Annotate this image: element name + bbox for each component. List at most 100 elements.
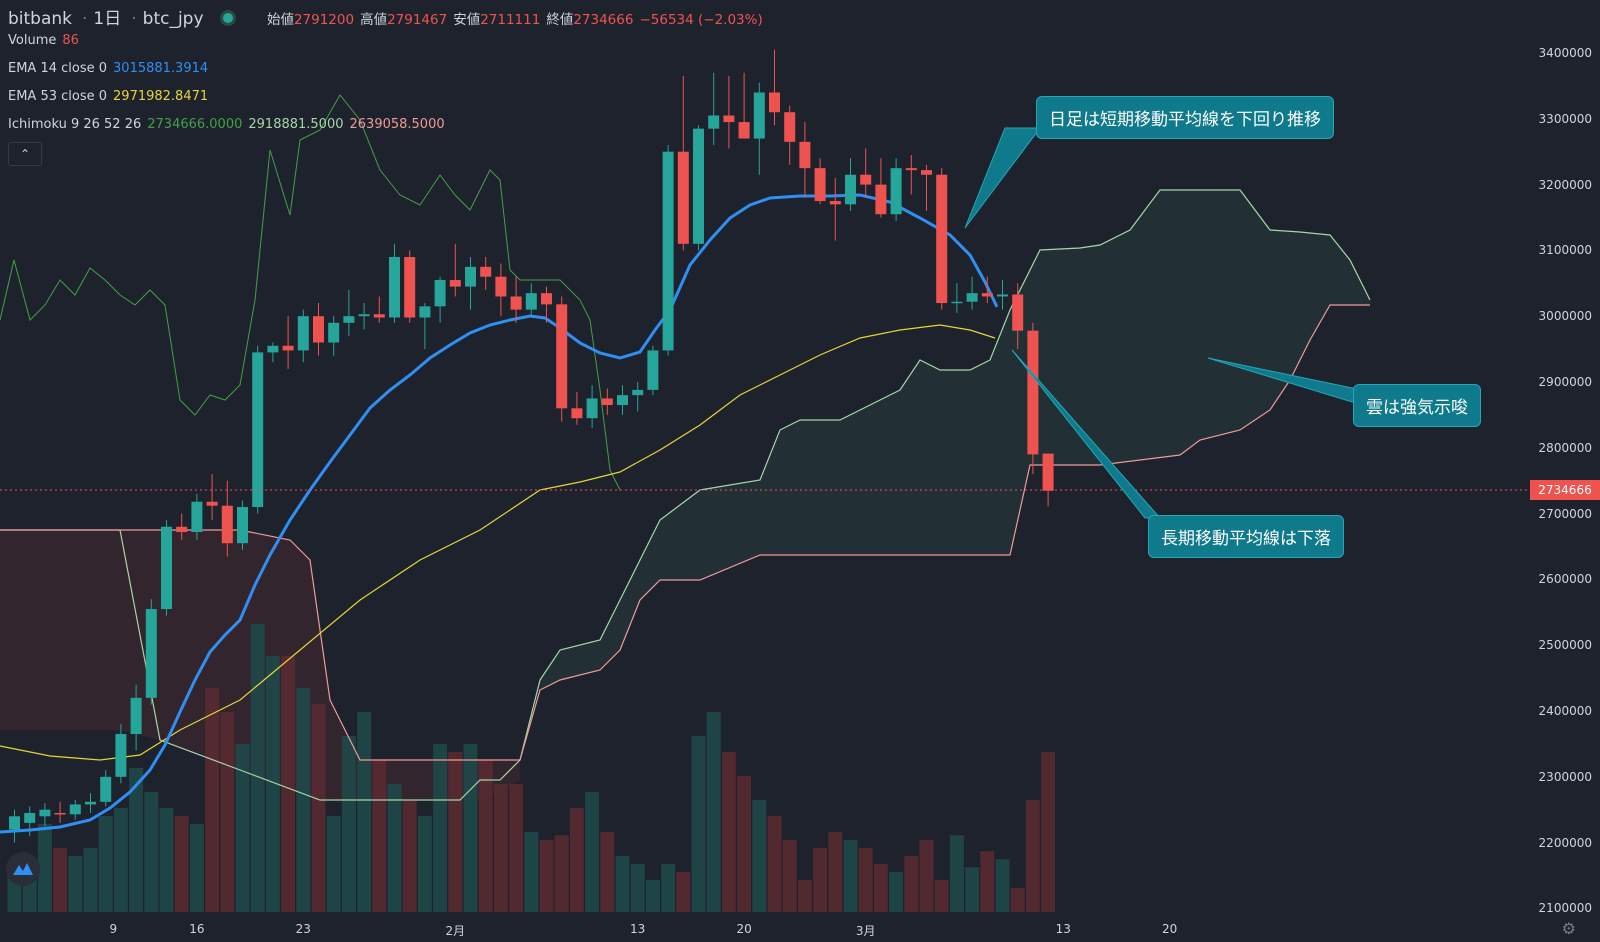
candle-body [54,812,66,815]
ohlc-values: 始値2791200 高値2791467 安値2711111 終値2734666 −565… [267,12,769,28]
collapse-legend-button[interactable]: ⌃ [8,142,42,166]
volume-bar [448,752,463,912]
volume-bar [509,784,524,912]
volume-bar [797,880,812,912]
candle-body [206,501,218,506]
candle-body [389,256,400,318]
candle-body [115,734,127,777]
candle-body [449,280,461,287]
candle-body [814,168,826,202]
ichimoku-value-1: 2734666.0000 [147,117,243,132]
time-tick-label: 2月 [445,924,466,938]
price-tick-label: 2900000 [1538,375,1592,389]
candle-body [358,314,370,317]
interval-label[interactable]: 1日 [93,9,122,29]
time-tick-label: 9 [109,922,118,936]
candle-body [997,294,1008,297]
high-value: 2791467 [387,12,448,28]
time-tick-label: 13 [630,922,646,936]
volume-bar [205,688,220,912]
volume-bar [478,760,493,912]
callout-long-ema: 長期移動平均線は下落 [1148,515,1344,558]
candle-body [860,174,872,185]
ichimoku-value-2: 2918881.5000 [248,117,344,132]
settings-gear-icon[interactable]: ⚙ [1561,919,1576,938]
volume-bar [843,840,858,912]
candle-body [313,316,324,343]
volume-bar [539,840,554,912]
volume-bar [387,784,402,912]
price-tick-label: 2700000 [1538,506,1592,521]
candle-body [586,398,598,419]
volume-bar [706,712,721,912]
time-tick-label: 20 [1162,922,1178,936]
volume-bar [220,712,235,912]
leading-span-b-line [0,304,1370,761]
candle-body [769,92,780,113]
candle-body [465,266,476,287]
volume-bar [691,736,706,912]
candle-body [799,141,811,169]
volume-bar [904,856,919,912]
volume-bar [235,744,250,912]
candle-body [1027,330,1039,455]
current-price-tag: 2734666 [1530,480,1600,500]
ichimoku-value-3: 2639058.5000 [349,117,445,132]
candlesticks [9,49,1054,843]
volume-legend[interactable]: Volume 86 [8,33,85,48]
symbol-name[interactable]: btc_jpy [142,9,204,29]
candle-body [24,812,36,823]
ema53-legend[interactable]: EMA 53 close 0 2971982.8471 [8,89,214,104]
time-tick-label: 20 [736,922,752,936]
candle-body [632,389,644,396]
price-tick-label: 2100000 [1538,901,1592,916]
volume-bar [372,760,387,912]
volume-bar [737,776,752,912]
volume-bar [600,832,615,912]
candle-body [723,115,735,123]
candle-body [145,609,157,698]
candle-body [1012,294,1024,331]
open-value: 2791200 [293,12,355,28]
volume-bar [767,816,782,912]
candle-body [905,168,917,171]
ema14-legend[interactable]: EMA 14 close 0 3015881.3914 [8,61,214,76]
volume-bar [919,840,934,912]
time-tick-label: 23 [295,922,311,936]
price-axis[interactable]: 3400000 3300000 3200000 3100000 3000000 29000… [1530,0,1600,942]
bullish-cloud-fill [520,190,1370,760]
volume-bar [68,856,83,912]
candle-body [601,398,613,406]
volume-bar [311,704,326,912]
candle-body [9,816,20,830]
time-tick-label: 13 [1055,922,1071,936]
candle-body [525,293,537,310]
price-tick-label: 3200000 [1538,177,1592,192]
price-tick-label: 3400000 [1538,46,1592,60]
ichimoku-legend[interactable]: Ichimoku 9 26 52 26 2734666.0000 2918881.5… [8,117,451,132]
candle-body [252,352,264,508]
price-tick-label: 2600000 [1538,572,1592,587]
high-label: 高値 [360,12,388,28]
price-tick-label: 2500000 [1538,638,1592,653]
candle-body [373,314,385,318]
price-tick-label: 2300000 [1538,769,1592,784]
volume-bar [1025,800,1040,912]
volume-bar [341,736,356,912]
volume-bar [615,856,630,912]
volume-bar [813,848,828,912]
candle-body [708,115,720,129]
callout-pointers [964,127,1363,519]
callout-short-ema: 日足は短期移動平均線を下回り推移 [1036,96,1334,139]
candle-body [404,256,416,318]
candle-body [161,526,172,610]
candle-body [829,201,841,205]
candle-body [647,350,659,390]
volume-bar [402,800,417,912]
tradingview-logo-icon[interactable] [6,852,40,886]
volume-bar [296,688,311,912]
ema53-label: EMA 53 close 0 [8,89,108,104]
volume-bar [37,824,52,912]
exchange-name[interactable]: bitbank [8,9,73,29]
